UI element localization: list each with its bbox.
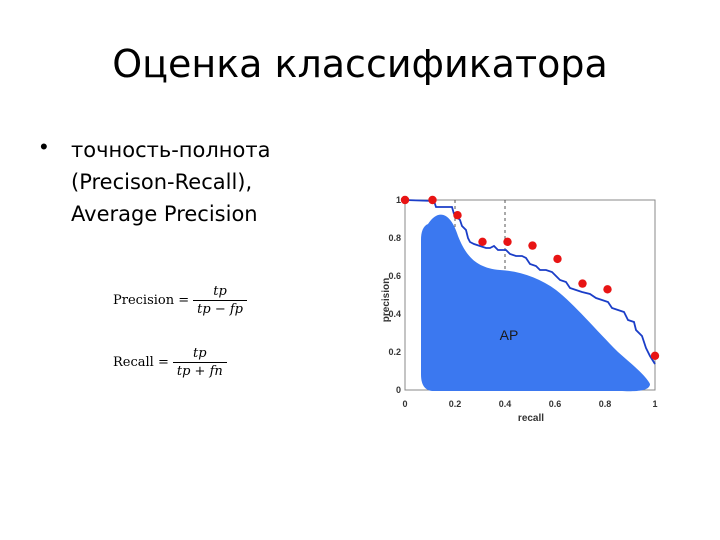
y-tick-label-2: 0.4 [388,309,401,319]
x-tick-label-5: 1 [652,399,657,409]
pr-point-8 [578,279,587,288]
ap-area [421,214,650,392]
y-axis-label: precision [381,278,392,322]
x-tick-label-2: 0.4 [499,399,512,409]
precision-formula: Precision = tp tp − fp [113,284,247,317]
precision-fraction: tp tp − fp [193,284,247,317]
recall-numerator: tp [172,346,227,363]
x-axis-ticks: 0 0.2 0.4 0.6 0.8 1 [402,399,657,409]
bullet-marker: • [40,134,48,159]
bullet-text: точность-полнота (Precison-Recall), Aver… [71,134,270,230]
precision-formula-label: Precision = [113,293,190,308]
precision-numerator: tp [193,284,247,301]
pr-point-1 [400,195,410,205]
plot-frame [404,199,656,391]
x-tick-label-4: 0.8 [599,399,612,409]
y-tick-label-5: 1 [396,195,401,205]
pr-point-7 [553,254,562,264]
recall-denominator: tp + fn [176,364,223,379]
y-axis-ticks: 0 0.2 0.4 0.6 0.8 1 [388,195,401,395]
x-tick-label-0: 0 [402,399,407,409]
bullet-line-1: точность-полнота [71,138,271,162]
page-title: Оценка классификатора [112,42,608,86]
pr-curve [404,199,656,365]
pr-point-2 [428,195,437,205]
pr-points-group [400,195,660,360]
pr-point-3 [453,211,462,220]
y-tick-label-3: 0.6 [388,271,401,281]
x-tick-label-3: 0.6 [549,399,562,409]
y-tick-label-4: 0.8 [388,233,401,243]
pr-point-10 [650,351,660,360]
pr-point-9 [603,285,612,294]
y-tick-label-0: 0 [396,385,401,395]
x-axis-label: recall [518,413,544,424]
pr-point-6 [528,241,537,250]
x-tick-label-1: 0.2 [449,399,462,409]
pr-point-4 [478,237,487,246]
recall-fraction: tp tp + fn [172,346,227,379]
recall-formula: Recall = tp tp + fn [113,346,227,379]
bullet-line-3: Average Precision [71,202,258,226]
bullet-line-2: (Precison-Recall), [71,170,253,194]
ap-label: AP [500,327,519,343]
precision-denominator: tp − fp [197,302,243,317]
y-tick-label-1: 0.2 [388,347,401,357]
pr-point-5 [503,237,512,246]
recall-formula-label: Recall = [113,355,169,370]
